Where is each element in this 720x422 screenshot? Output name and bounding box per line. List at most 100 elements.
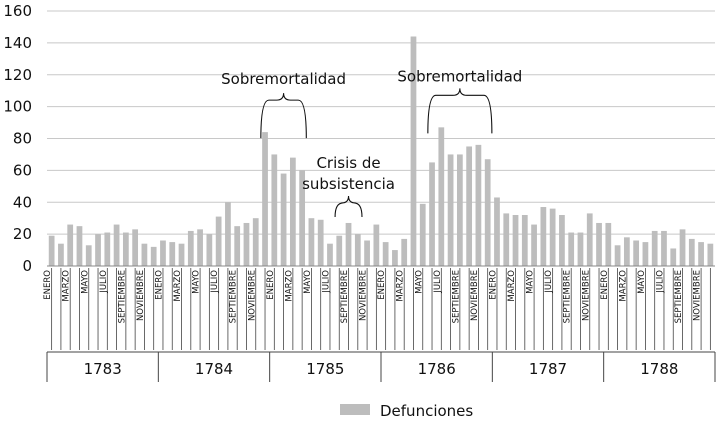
bar bbox=[169, 242, 176, 266]
bar bbox=[559, 215, 565, 266]
bar bbox=[122, 232, 129, 266]
bar bbox=[707, 243, 714, 266]
bar bbox=[392, 250, 398, 266]
bar bbox=[642, 242, 649, 266]
annotations: Sobremortalidad Crisis de subsistencia Sobr… bbox=[221, 67, 522, 217]
bar bbox=[85, 245, 92, 266]
bar bbox=[540, 207, 547, 266]
bar bbox=[605, 222, 612, 266]
x-axis: ENERO MARZO MAYO JULIO SEPTIEMBRE NOVIEMBRE EN… bbox=[43, 265, 716, 382]
y-tick-label: 0 bbox=[22, 257, 32, 275]
month-label: MAYO bbox=[414, 270, 424, 294]
bar bbox=[429, 162, 435, 266]
bar bbox=[141, 243, 148, 266]
annotation-label: Sobremortalidad bbox=[221, 70, 346, 88]
bar bbox=[215, 216, 222, 266]
gridlines bbox=[47, 10, 715, 267]
month-label: JULIO bbox=[210, 270, 220, 294]
bar bbox=[113, 224, 120, 266]
bar bbox=[132, 229, 139, 266]
bar bbox=[503, 213, 510, 266]
month-label: SEPTIEMBRE bbox=[229, 270, 239, 323]
bar bbox=[596, 222, 602, 266]
bar bbox=[364, 240, 370, 266]
bar bbox=[48, 235, 55, 266]
month-label: NOVIEMBRE bbox=[359, 270, 369, 321]
year-label: 1787 bbox=[529, 360, 567, 378]
month-label: SEPTIEMBRE bbox=[340, 270, 350, 323]
bar bbox=[262, 132, 268, 266]
legend-swatch bbox=[340, 404, 370, 415]
y-tick-label: 100 bbox=[3, 98, 32, 116]
bar bbox=[150, 246, 157, 266]
annotation-label: subsistencia bbox=[302, 175, 395, 193]
bar bbox=[327, 243, 333, 266]
y-tick-label: 140 bbox=[3, 34, 32, 52]
bar bbox=[243, 222, 250, 266]
bar bbox=[688, 238, 695, 266]
y-tick-label: 120 bbox=[3, 66, 32, 84]
bar bbox=[206, 234, 213, 266]
month-label: JULIO bbox=[544, 270, 554, 294]
bar bbox=[104, 232, 111, 266]
month-label: JULIO bbox=[99, 270, 109, 294]
bar bbox=[234, 226, 241, 266]
bar bbox=[456, 154, 463, 266]
month-label: ENERO bbox=[377, 270, 387, 300]
bar bbox=[419, 203, 426, 266]
bar bbox=[373, 224, 380, 266]
year-label: 1786 bbox=[418, 360, 456, 378]
bar bbox=[336, 235, 343, 266]
bar bbox=[531, 224, 537, 266]
month-label: NOVIEMBRE bbox=[136, 270, 146, 321]
year-label: 1785 bbox=[306, 360, 344, 378]
year-label: 1784 bbox=[195, 360, 233, 378]
bar bbox=[354, 234, 361, 266]
bar bbox=[512, 215, 519, 266]
month-label: NOVIEMBRE bbox=[247, 270, 257, 321]
bar bbox=[271, 154, 278, 266]
bar bbox=[549, 208, 556, 266]
bar bbox=[586, 213, 593, 266]
month-label: MAYO bbox=[637, 270, 647, 294]
bar bbox=[447, 154, 454, 266]
month-label: ENERO bbox=[600, 270, 610, 300]
bar bbox=[58, 243, 64, 266]
bar bbox=[484, 159, 491, 266]
month-label: MARZO bbox=[173, 270, 183, 302]
bar bbox=[633, 240, 640, 266]
bar bbox=[280, 173, 287, 266]
bar bbox=[475, 144, 482, 266]
bar bbox=[67, 224, 74, 266]
y-tick-label: 80 bbox=[13, 130, 32, 148]
month-label: JULIO bbox=[321, 270, 331, 294]
annotation-bracket bbox=[334, 195, 363, 217]
bar bbox=[568, 232, 575, 266]
month-label: JULIO bbox=[433, 270, 443, 294]
bar bbox=[95, 234, 101, 266]
annotation-label: Sobremortalidad bbox=[397, 67, 522, 85]
annotation-bracket bbox=[427, 88, 493, 134]
month-label: SEPTIEMBRE bbox=[117, 270, 127, 323]
bar bbox=[698, 242, 704, 266]
month-label: JULIO bbox=[655, 270, 665, 294]
year-label: 1783 bbox=[84, 360, 122, 378]
bar bbox=[651, 230, 658, 266]
month-label: NOVIEMBRE bbox=[693, 270, 703, 321]
bar bbox=[299, 170, 306, 266]
bar bbox=[577, 232, 584, 266]
bar bbox=[160, 240, 166, 266]
bar bbox=[178, 243, 185, 266]
y-tick-label: 60 bbox=[13, 161, 32, 179]
bar bbox=[670, 248, 677, 266]
bar bbox=[466, 146, 473, 266]
month-label: MAYO bbox=[192, 270, 202, 294]
bar bbox=[614, 245, 621, 266]
month-label: NOVIEMBRE bbox=[581, 270, 591, 321]
month-label: MARZO bbox=[62, 270, 72, 302]
bar bbox=[252, 218, 259, 266]
bar bbox=[187, 230, 194, 266]
month-label: MARZO bbox=[507, 270, 517, 302]
month-label: ENERO bbox=[154, 270, 164, 300]
